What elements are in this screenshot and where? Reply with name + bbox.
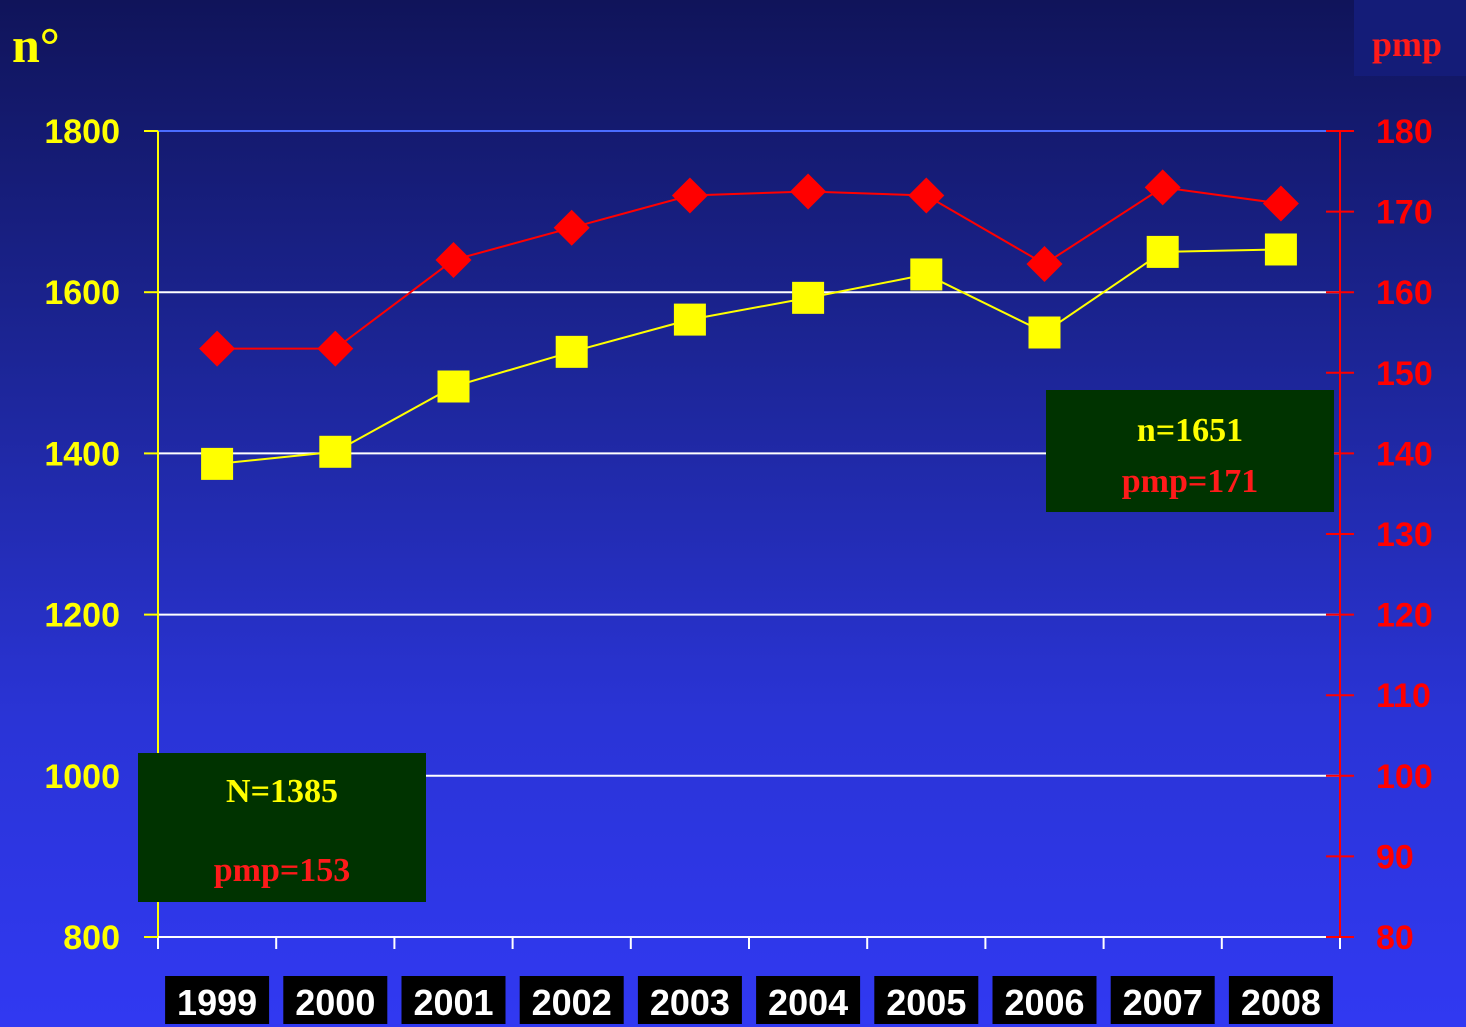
category-label-bg [165, 976, 270, 1024]
category-label: 2001 [413, 982, 493, 1023]
annotation-end-pmp: pmp=171 [1122, 463, 1259, 500]
category-label-bg [756, 976, 861, 1024]
left-tick-label: 1200 [44, 597, 120, 635]
left-axis-ticks: 800 1000 1200 1400 1600 1800 [44, 113, 158, 957]
right-tick-label: 150 [1376, 355, 1433, 393]
annotation-box-end: n=1651 pmp=171 [1046, 390, 1334, 512]
category-label-bg [874, 976, 979, 1024]
series-1-point [555, 335, 588, 368]
left-tick-label: 1000 [44, 758, 120, 796]
series-2-point [1026, 245, 1063, 282]
right-tick-label: 80 [1376, 919, 1414, 957]
right-tick-label: 180 [1376, 113, 1433, 151]
right-tick-label: 90 [1376, 838, 1414, 876]
category-label: 2000 [295, 982, 375, 1023]
series-2-point [317, 330, 354, 367]
series-group [199, 169, 1299, 480]
left-tick-label: 1800 [44, 113, 120, 151]
series-2-point [435, 241, 472, 278]
annotation-start-n: N=1385 [226, 773, 338, 810]
series-2-line [217, 186, 1282, 350]
category-label: 1999 [177, 982, 257, 1023]
right-tick-label: 130 [1376, 516, 1433, 554]
category-label-bg [1228, 976, 1333, 1024]
category-label: 2004 [768, 982, 848, 1023]
series-2-point [1262, 185, 1299, 222]
category-label: 2006 [1004, 982, 1084, 1023]
category-label: 2003 [650, 982, 730, 1023]
right-tick-label: 110 [1376, 677, 1431, 715]
right-tick-label: 100 [1376, 758, 1433, 796]
category-label: 2002 [532, 982, 612, 1023]
right-tick-label: 120 [1376, 597, 1433, 635]
series-1-point [673, 303, 706, 336]
left-tick-label: 1600 [44, 274, 120, 312]
annotation-box-end-bg [1046, 390, 1334, 512]
series-1-point [910, 258, 943, 291]
right-axis-ticks: 80 90 100 110 120 130 140 150 160 170 180 [1326, 113, 1433, 957]
category-label-bg [283, 976, 388, 1024]
series-1-line [216, 248, 1281, 465]
series-2-point [790, 173, 827, 210]
series-1-point [319, 435, 352, 468]
category-label-bg [992, 976, 1097, 1024]
series-2-point [553, 209, 590, 246]
annotation-start-pmp: pmp=153 [214, 852, 351, 889]
category-label-bg [1110, 976, 1215, 1024]
annotation-end-n: n=1651 [1137, 412, 1243, 449]
right-tick-label: 170 [1376, 194, 1433, 232]
category-label: 2005 [886, 982, 966, 1023]
category-labels: 1999 2000 2001 2002 2003 2004 2005 2006 2007 2008 [165, 976, 1333, 1024]
series-1-point [1264, 233, 1297, 266]
right-tick-label: 140 [1376, 435, 1433, 473]
category-label-bg [401, 976, 506, 1024]
series-1-point [201, 447, 234, 480]
series-2-point [671, 177, 708, 214]
left-axis-title: n° [12, 17, 60, 73]
right-tick-label: 160 [1376, 274, 1433, 312]
category-label-bg [637, 976, 742, 1024]
series-2-point [199, 330, 236, 367]
left-tick-label: 1400 [44, 435, 120, 473]
category-label-bg [519, 976, 624, 1024]
series-1-point [1146, 235, 1179, 268]
series-1-point [1028, 316, 1061, 349]
series-1-point [437, 370, 470, 403]
series-2-point [908, 177, 945, 214]
left-tick-label: 800 [63, 919, 120, 957]
category-label: 2007 [1123, 982, 1203, 1023]
series-2-point [1144, 169, 1181, 206]
right-axis-title: pmp [1372, 24, 1442, 64]
series-1-point [792, 281, 825, 314]
annotation-box-start: N=1385 pmp=153 [138, 753, 426, 902]
right-axis-title-box [1354, 0, 1466, 76]
category-label: 2008 [1241, 982, 1321, 1023]
annotation-box-start-bg [138, 753, 426, 902]
